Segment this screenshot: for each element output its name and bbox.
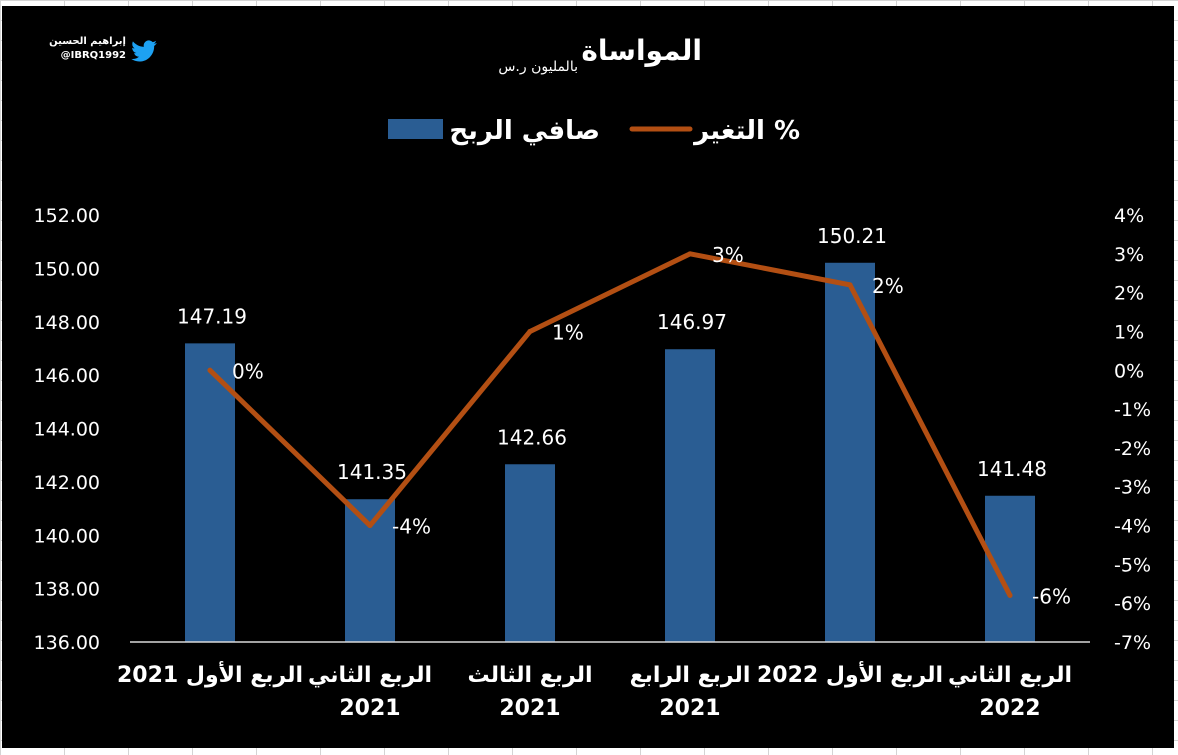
chart-title: المواساة <box>581 34 702 67</box>
bar <box>345 499 395 642</box>
bar <box>825 262 875 642</box>
combo-chart: المواساة بالمليون ر.س صافي الربح التغير … <box>34 34 1151 721</box>
line-data-label: -4% <box>392 515 431 539</box>
line-data-label: 0% <box>232 359 264 383</box>
bar-data-label: 147.19 <box>177 304 247 328</box>
change-line <box>207 251 1013 598</box>
left-axis-tick-label: 148.00 <box>34 312 100 334</box>
bar-data-label: 141.35 <box>337 460 407 484</box>
category-label: 2021 <box>339 696 400 721</box>
legend-bar-swatch <box>388 119 443 139</box>
line-point <box>207 367 213 373</box>
line-point <box>1007 592 1013 598</box>
category-label: 2021 <box>659 696 720 721</box>
bar-data-label: 146.97 <box>657 310 727 334</box>
bar-data-label: 142.66 <box>497 425 567 449</box>
chart-area: المواساة بالمليون ر.س صافي الربح التغير … <box>2 6 1174 748</box>
category-label: الربع الثاني <box>308 663 432 688</box>
right-axis-tick-label: 4% <box>1114 205 1144 227</box>
left-axis-tick-label: 152.00 <box>34 205 100 227</box>
right-axis-tick-label: -1% <box>1114 399 1151 421</box>
left-axis-tick-label: 150.00 <box>34 258 100 280</box>
line-point <box>367 523 373 529</box>
right-axis-tick-label: -2% <box>1114 438 1151 460</box>
bar <box>985 495 1035 642</box>
right-axis-tick-label: -3% <box>1114 477 1151 499</box>
twitter-bird-icon <box>131 40 157 62</box>
brand-name: إبراهيم الحسين <box>49 36 126 47</box>
left-axis-tick-label: 144.00 <box>34 419 100 441</box>
right-axis-tick-label: -6% <box>1114 593 1151 615</box>
bar <box>505 464 555 642</box>
legend-line-label: التغير % <box>692 116 800 146</box>
bar <box>185 343 235 642</box>
right-axis-tick-label: -7% <box>1114 632 1151 654</box>
line-data-labels: 0% -4% 1% 3% 2% -6% <box>232 243 1071 609</box>
category-label: الربع الثاني <box>948 663 1072 688</box>
category-label: الربع الأول 2022 <box>757 660 943 688</box>
category-label: الربع الرابع <box>630 663 751 688</box>
category-label: الربع الثالث <box>467 663 592 688</box>
bar-data-label: 141.48 <box>977 457 1047 481</box>
line-point <box>687 251 693 257</box>
right-axis-tick-label: 3% <box>1114 244 1144 266</box>
left-axis-tick-label: 136.00 <box>34 632 100 654</box>
bars <box>185 262 1035 642</box>
right-axis-tick-label: 0% <box>1114 360 1144 382</box>
line-path <box>207 251 1013 598</box>
line-data-label: -6% <box>1032 584 1071 608</box>
brand-handle: @IBRQ1992 <box>60 50 126 61</box>
right-axis: -7% -6% -5% -4% -3% -2% -1% 0% 1% 2% 3% 4% <box>1114 205 1151 654</box>
legend: صافي الربح التغير % <box>388 116 800 146</box>
right-axis-tick-label: 2% <box>1114 283 1144 305</box>
line-point <box>847 282 853 288</box>
right-axis-tick-label: 1% <box>1114 321 1144 343</box>
line-data-label: 2% <box>872 274 904 298</box>
left-axis-tick-label: 138.00 <box>34 579 100 601</box>
legend-bar-label: صافي الربح <box>449 116 600 146</box>
category-label: 2021 <box>499 696 560 721</box>
right-axis-tick-label: -4% <box>1114 516 1151 538</box>
bar-data-labels: 147.19 141.35 142.66 146.97 150.21 141.48 <box>177 224 1047 484</box>
line-data-label: 3% <box>712 243 744 267</box>
left-axis: 136.00 138.00 140.00 142.00 144.00 146.00 148.… <box>34 205 100 654</box>
left-axis-tick-label: 142.00 <box>34 472 100 494</box>
bar-data-label: 150.21 <box>817 224 887 248</box>
brand-watermark: إبراهيم الحسين @IBRQ1992 <box>30 36 157 72</box>
left-axis-tick-label: 140.00 <box>34 525 100 547</box>
chart-subtitle: بالمليون ر.س <box>498 59 578 75</box>
category-label: 2022 <box>979 696 1040 721</box>
line-data-label: 1% <box>552 320 584 344</box>
line-point <box>527 328 533 334</box>
category-label: الربع الأول 2021 <box>117 660 303 688</box>
right-axis-tick-label: -5% <box>1114 554 1151 576</box>
left-axis-tick-label: 146.00 <box>34 365 100 387</box>
bar <box>665 349 715 642</box>
